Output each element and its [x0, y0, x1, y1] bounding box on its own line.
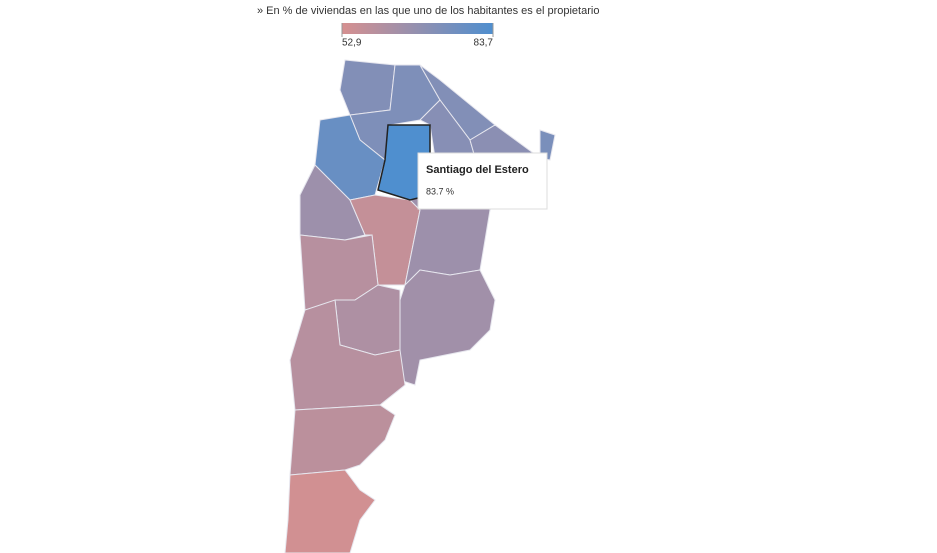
map — [284, 59, 556, 553]
tooltip-box — [417, 152, 548, 210]
tooltip: Santiago del Estero 83.7 % — [417, 152, 548, 210]
region[interactable] — [399, 269, 496, 386]
tooltip-name: Santiago del Estero — [426, 164, 529, 176]
region[interactable] — [284, 469, 376, 553]
legend-gradient — [342, 23, 493, 34]
legend-min: 52,9 — [342, 38, 362, 49]
region[interactable] — [377, 124, 431, 201]
tooltip-value: 83.7 % — [426, 186, 454, 196]
region[interactable] — [339, 59, 396, 116]
region[interactable] — [289, 299, 406, 411]
region[interactable] — [289, 404, 396, 476]
subtitle: » En % de viviendas en las que uno de lo… — [257, 5, 599, 17]
legend-max: 83,7 — [474, 38, 494, 49]
